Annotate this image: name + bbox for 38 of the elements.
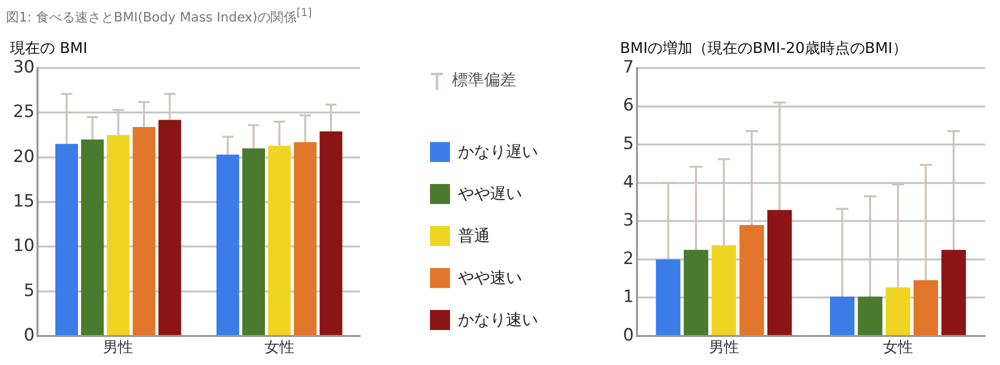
bar	[684, 250, 708, 335]
caption: 図1: 食べる速さとBMI(Body Mass Index)の関係$^{[1]}$	[5, 5, 313, 28]
y-tick-label: 15	[12, 191, 35, 212]
x-tick-label: 女性	[264, 338, 294, 356]
legend-label: やや速い	[458, 268, 522, 288]
bar	[656, 259, 680, 335]
y-tick-label: 0	[622, 325, 634, 346]
x-tick-label: 男性	[708, 338, 739, 356]
y-tick-label: 2	[622, 248, 634, 269]
y-tick-label: 20	[12, 146, 35, 167]
y-tick-label: 30	[12, 57, 35, 78]
bar	[858, 296, 882, 335]
text: 標準偏差	[452, 70, 516, 91]
bar	[767, 210, 792, 335]
bar	[886, 287, 910, 335]
legend-label: やや遅い	[458, 184, 522, 204]
legend-label: かなり速い	[458, 310, 538, 330]
y-tick-label: 6	[622, 96, 634, 116]
y-tick-label: 7	[622, 57, 634, 78]
y-tick-label: 1	[622, 287, 634, 308]
y-tick-label: 3	[622, 210, 634, 231]
bar	[914, 280, 938, 335]
y-tick-label: 5	[622, 134, 634, 154]
chart-title: 現在の BMI	[10, 38, 88, 57]
y-tick-label: 4	[622, 172, 634, 192]
x-tick-label: 女性	[882, 338, 913, 356]
y-tick-label: 25	[12, 102, 35, 122]
bar	[712, 245, 736, 335]
x-tick-label: 男性	[103, 338, 134, 356]
y-tick-label: 0	[24, 325, 35, 346]
bar	[739, 224, 764, 335]
y-tick-label: 10	[12, 236, 35, 256]
legend-label: 普通	[458, 226, 490, 246]
legend-label: かなり遅い	[458, 142, 538, 162]
bar	[941, 250, 966, 335]
bar	[830, 296, 854, 335]
y-tick-label: 5	[24, 280, 35, 301]
chart-title: BMIの増加（現在のBMI-20歳時点のBMI）	[620, 38, 908, 57]
